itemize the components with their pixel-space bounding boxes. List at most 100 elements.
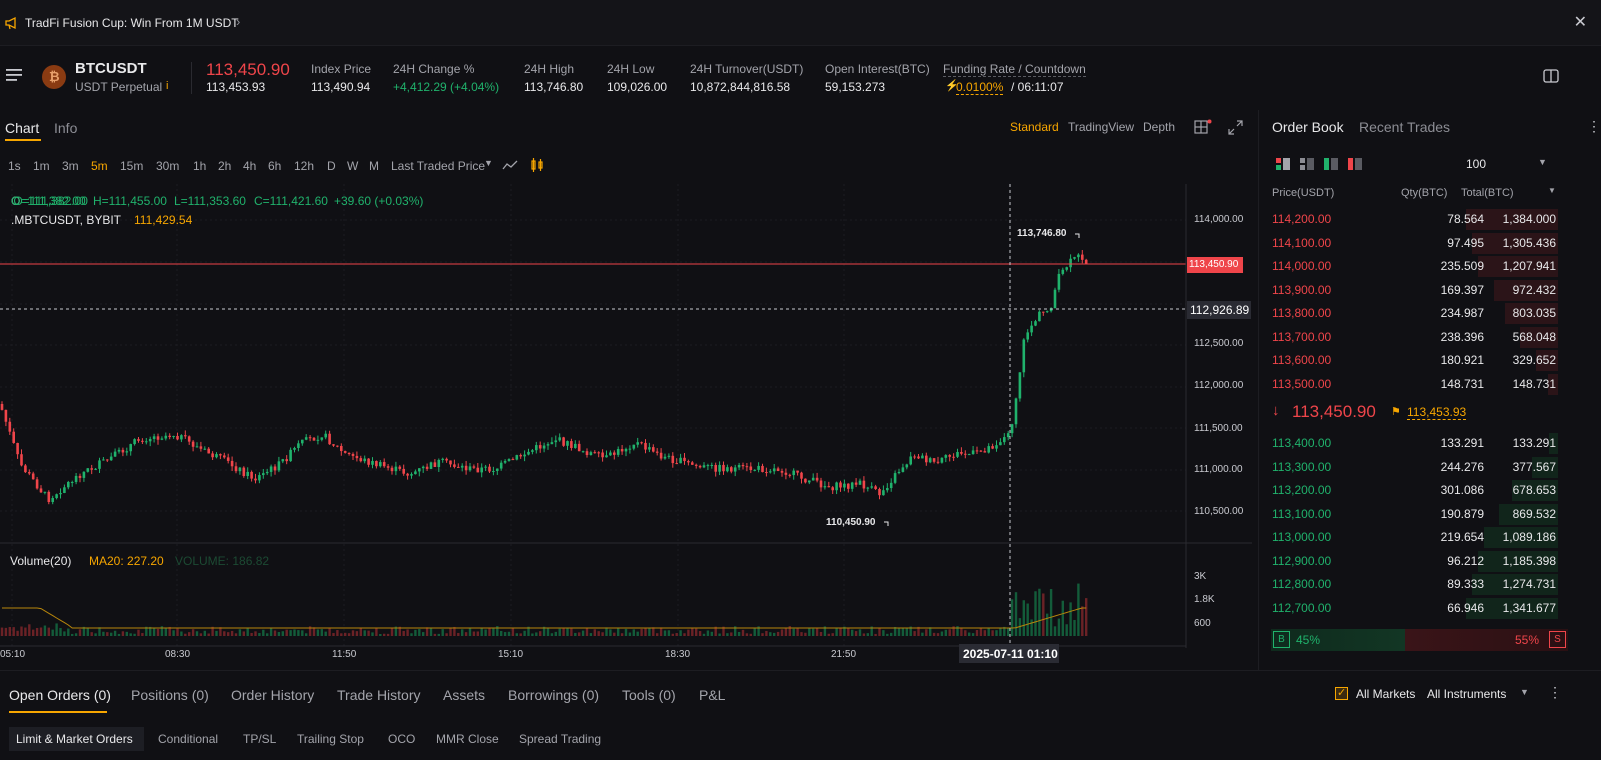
info-icon[interactable]: i (166, 80, 169, 92)
close-icon[interactable]: ✕ (1573, 14, 1587, 31)
volume-bar (866, 633, 869, 636)
book-layout-icons[interactable] (1276, 157, 1372, 171)
bid-row[interactable]: 112,700.00 66.946 1,341.677 (1259, 597, 1601, 620)
bid-row[interactable]: 113,300.00 244.276 377.567 (1259, 456, 1601, 479)
tab-tools[interactable]: Tools (0) (622, 687, 676, 703)
candle-body (570, 441, 573, 448)
view-depth[interactable]: Depth (1143, 120, 1176, 134)
banner-text[interactable]: TradFi Fusion Cup: Win From 1M USDT (25, 16, 239, 30)
timeframe-item[interactable]: 1s (8, 159, 21, 173)
volume-bar (418, 629, 421, 636)
bid-row[interactable]: 113,100.00 190.879 869.532 (1259, 503, 1601, 526)
timeframe-item[interactable]: 3m (62, 159, 79, 173)
funding-label[interactable]: Funding Rate / Countdown (943, 62, 1086, 77)
volume-bar (901, 627, 905, 636)
ask-row[interactable]: 113,900.00 169.397 972.432 (1259, 279, 1601, 302)
timeframe-item[interactable]: 4h (243, 159, 257, 173)
tab-open-orders[interactable]: Open Orders (0) (9, 687, 111, 703)
tab-assets[interactable]: Assets (443, 687, 486, 703)
timeframe-item[interactable]: 6h (268, 159, 282, 173)
volume-bar (277, 632, 281, 636)
volume-bar (1053, 626, 1057, 636)
tab-trade-history[interactable]: Trade History (337, 687, 421, 703)
menu-icon[interactable] (6, 68, 24, 82)
tab-order-history[interactable]: Order History (231, 687, 315, 703)
subtab-spread-trading[interactable]: Spread Trading (519, 732, 602, 746)
timeframe-item[interactable]: 12h (294, 159, 315, 173)
volume-bar (987, 628, 990, 636)
grid-layout-icon[interactable] (1194, 119, 1212, 135)
candle-body (577, 443, 581, 452)
tab-positions[interactable]: Positions (0) (131, 687, 209, 703)
view-tradingview[interactable]: TradingView (1068, 120, 1135, 134)
subtab-conditional[interactable]: Conditional (158, 732, 219, 746)
layout-icon[interactable] (1543, 68, 1559, 84)
caret-down-icon[interactable]: ▼ (484, 158, 493, 168)
ask-row[interactable]: 113,700.00 238.396 568.048 (1259, 326, 1601, 349)
tab-recent-trades[interactable]: Recent Trades (1359, 119, 1451, 135)
chevron-right-icon[interactable]: › (236, 14, 241, 29)
price-type-select[interactable]: Last Traded Price (391, 159, 486, 173)
bid-row[interactable]: 113,000.00 219.654 1,089.186 (1259, 526, 1601, 549)
timeframe-item[interactable]: 1m (33, 159, 50, 173)
timeframe-item[interactable]: M (369, 159, 379, 173)
bid-row[interactable]: 112,800.00 89.333 1,274.731 (1259, 573, 1601, 596)
tab-info[interactable]: Info (54, 120, 78, 136)
buy-ratio-bar (1271, 629, 1405, 651)
caret-down-icon[interactable]: ▼ (1520, 687, 1529, 697)
tab-pnl[interactable]: P&L (699, 687, 726, 703)
all-markets-label[interactable]: All Markets (1356, 687, 1416, 701)
timeframe-item-active[interactable]: 5m (91, 159, 108, 173)
subtab-tpsl[interactable]: TP/SL (243, 732, 277, 746)
candle-body (784, 472, 788, 475)
volume-bar (347, 633, 351, 636)
more-options-icon[interactable]: ⋮ (1548, 684, 1562, 700)
tab-chart[interactable]: Chart (5, 120, 40, 136)
view-standard[interactable]: Standard (1010, 120, 1059, 134)
stat-value: 10,872,844,816.58 (690, 80, 791, 94)
price-chart[interactable] (0, 184, 1256, 670)
subtab-mmr-close[interactable]: MMR Close (436, 732, 499, 746)
instruments-select[interactable]: All Instruments (1427, 687, 1507, 701)
promo-banner[interactable]: TradFi Fusion Cup: Win From 1M USDT › ✕ (0, 0, 1601, 46)
volume-bar (929, 627, 932, 636)
subtab-oco[interactable]: OCO (388, 732, 416, 746)
timeframe-item[interactable]: D (327, 159, 336, 173)
timeframe-item[interactable]: 30m (156, 159, 180, 173)
candle-body (550, 442, 554, 445)
all-markets-checkbox[interactable]: ✓ (1335, 687, 1348, 700)
ask-row[interactable]: 114,100.00 97.495 1,305.436 (1259, 232, 1601, 255)
volume-bar (250, 632, 253, 636)
ask-row[interactable]: 113,500.00 148.731 148.731 (1259, 373, 1601, 396)
timeframe-item[interactable]: 15m (120, 159, 144, 173)
timeframe-item[interactable]: 1h (193, 159, 207, 173)
symbol-name[interactable]: BTCUSDT (75, 60, 147, 77)
candle-body (948, 455, 951, 457)
line-tool-icon[interactable] (502, 159, 518, 171)
ask-row[interactable]: 113,600.00 180.921 329.652 (1259, 349, 1601, 372)
timeframe-item[interactable]: 2h (218, 159, 232, 173)
bid-row[interactable]: 113,200.00 301.086 678.653 (1259, 479, 1601, 502)
caret-down-icon[interactable]: ▼ (1548, 186, 1556, 195)
candle-body (492, 471, 495, 473)
candlestick-icon[interactable] (529, 157, 545, 173)
caret-down-icon[interactable]: ▼ (1538, 157, 1547, 167)
subtab-trailing-stop[interactable]: Trailing Stop (297, 732, 364, 746)
more-options-icon[interactable]: ⋮ (1587, 118, 1601, 134)
depth-select[interactable]: 100 (1466, 157, 1487, 171)
bid-row[interactable]: 113,400.00 133.291 133.291 (1259, 432, 1601, 455)
timeframe-item[interactable]: W (347, 159, 359, 173)
candle-body (187, 436, 191, 442)
col-total[interactable]: Total(BTC) (1461, 187, 1514, 199)
bid-row[interactable]: 112,900.00 96.212 1,185.398 (1259, 550, 1601, 573)
tab-borrowings[interactable]: Borrowings (0) (508, 687, 600, 703)
ask-row[interactable]: 114,000.00 235.509 1,207.941 (1259, 255, 1601, 278)
candle-body (936, 461, 940, 463)
candle-body (507, 459, 511, 461)
tab-order-book[interactable]: Order Book (1272, 119, 1344, 135)
volume-bar (484, 629, 487, 636)
ask-row[interactable]: 114,200.00 78.564 1,384.000 (1259, 208, 1601, 231)
subtab-limit-market[interactable]: Limit & Market Orders (16, 732, 133, 746)
ask-row[interactable]: 113,800.00 234.987 803.035 (1259, 302, 1601, 325)
expand-icon[interactable] (1228, 120, 1243, 135)
